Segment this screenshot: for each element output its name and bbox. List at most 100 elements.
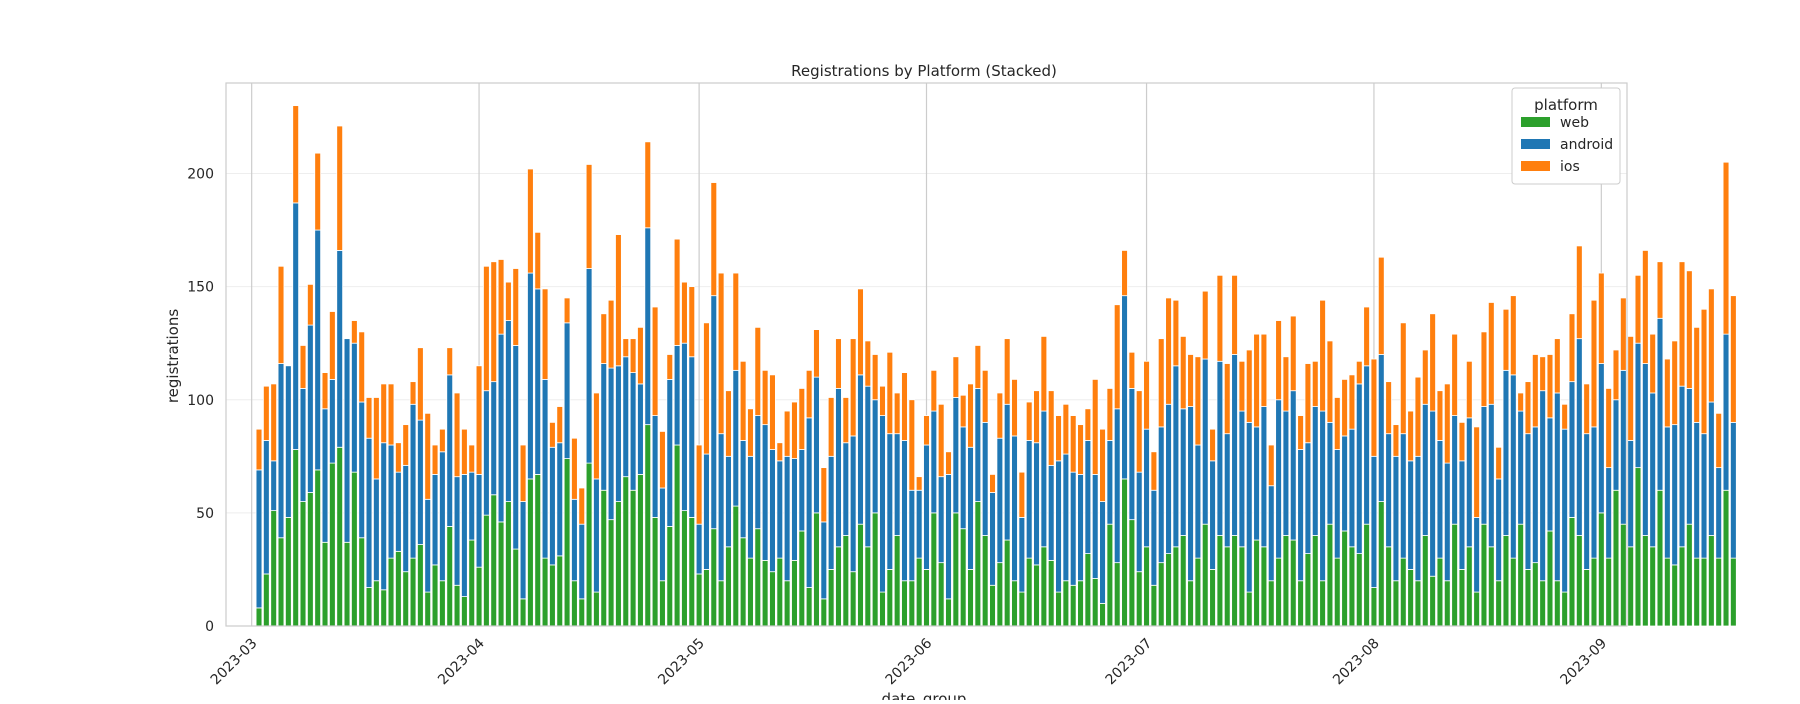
bar-android [1436, 440, 1444, 559]
bar-web [1392, 580, 1400, 627]
bar-android [1590, 426, 1598, 559]
bar-android [497, 333, 505, 523]
bar-android [1553, 392, 1561, 582]
bar-ios [1003, 338, 1011, 405]
bar-ios [1634, 274, 1642, 344]
bar-ios [593, 392, 600, 480]
bar-ios [1025, 401, 1033, 441]
bar-web [534, 474, 542, 627]
bar-android [659, 487, 666, 582]
bar-android [505, 320, 512, 502]
bar-ios [563, 297, 571, 324]
bar-ios [1077, 424, 1084, 475]
bar-ios [1165, 297, 1172, 405]
bar-web [1025, 557, 1033, 627]
bar-ios [534, 231, 542, 290]
bar-android [1355, 383, 1363, 555]
bar-ios [1348, 374, 1356, 430]
bar-ios [1553, 338, 1561, 394]
bar-web [622, 476, 630, 627]
bar-ios [1693, 326, 1701, 423]
bar-web [637, 474, 644, 627]
bar-ios [1304, 363, 1312, 444]
bar-web [739, 537, 747, 627]
bar-web [1634, 467, 1642, 627]
bar-web [1135, 571, 1143, 627]
bar-web [725, 546, 732, 627]
bar-android [827, 455, 835, 570]
bar-web [607, 519, 615, 627]
bar-android [1187, 406, 1194, 582]
bar-android [1495, 478, 1502, 582]
bar-android [1194, 444, 1202, 559]
bar-ios [981, 369, 989, 423]
bar-ios [1605, 388, 1612, 469]
bar-android [1260, 406, 1268, 548]
bar-android [1715, 467, 1723, 559]
bar-ios [1715, 412, 1723, 469]
bar-ios [769, 374, 776, 450]
legend: platform web android ios [1511, 87, 1621, 185]
bar-android [1377, 354, 1385, 502]
bar-android [461, 474, 468, 597]
bar-ios [336, 125, 344, 251]
bar-android [644, 227, 652, 426]
bar-web [1165, 553, 1172, 627]
bar-ios [871, 354, 879, 401]
bar-web [1421, 535, 1429, 627]
bar-android [1099, 501, 1106, 604]
bar-ios [1091, 378, 1099, 475]
bar-android [475, 474, 483, 568]
bar-web [1333, 557, 1341, 627]
bar-ios [446, 347, 454, 376]
bar-android [1311, 406, 1319, 536]
bar-android [424, 498, 432, 593]
bar-web [1150, 584, 1158, 627]
bar-android [695, 523, 703, 575]
bar-web [1121, 478, 1128, 627]
bar-web [1686, 523, 1693, 627]
bar-android [1575, 338, 1583, 536]
bar-android [1546, 417, 1554, 532]
bar-ios [277, 265, 285, 364]
bar-web [1201, 523, 1209, 627]
bar-android [483, 390, 490, 516]
bar-web [996, 562, 1004, 627]
bar-android [329, 378, 336, 464]
bar-android [1150, 489, 1158, 586]
bar-web [483, 514, 490, 627]
x-tick-label: 2023-03 [208, 636, 261, 689]
bar-ios [879, 385, 886, 416]
bar-android [1480, 406, 1488, 525]
bar-web [717, 580, 725, 627]
bar-web [1341, 530, 1348, 627]
bar-android [1708, 401, 1715, 536]
bar-web [842, 535, 850, 627]
bar-web [893, 535, 901, 627]
bar-ios [1253, 333, 1260, 428]
bar-android [1583, 433, 1590, 570]
bar-android [974, 388, 982, 502]
bar-web [1451, 523, 1458, 627]
bar-android [989, 492, 996, 586]
bar-web [666, 526, 674, 627]
bar-web [1304, 553, 1312, 627]
bar-android [776, 460, 784, 559]
bar-android [1304, 442, 1312, 554]
bar-android [1033, 442, 1040, 566]
legend-label-android: android [1560, 137, 1613, 153]
bar-web [1649, 546, 1657, 627]
bar-web [1429, 575, 1436, 627]
bar-ios [820, 467, 828, 523]
bar-ios [761, 369, 769, 426]
bar-android [908, 489, 916, 582]
legend-label-web: web [1560, 115, 1589, 131]
bar-web [549, 564, 556, 627]
legend-swatch-ios [1521, 161, 1550, 171]
bar-ios [1121, 250, 1128, 297]
bar-ios [1627, 335, 1635, 441]
bar-web [578, 598, 586, 627]
bar-ios [1326, 340, 1334, 423]
bar-ios [314, 152, 322, 231]
